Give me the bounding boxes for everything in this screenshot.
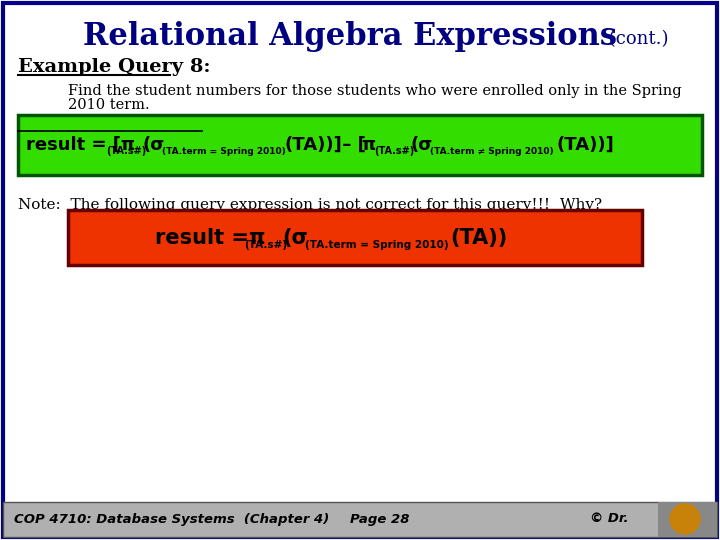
Text: Relational Algebra Expressions: Relational Algebra Expressions [83,22,617,52]
Text: 2010 term.: 2010 term. [68,98,150,112]
Text: (cont.): (cont.) [603,30,668,48]
Bar [68,210,642,265]
Text: – [: – [ [336,136,366,154]
Text: Example Query 8:: Example Query 8: [18,58,210,76]
Text: (TA))]: (TA))] [557,136,615,154]
Text: Find the student numbers for those students who were enrolled only in the Spring: Find the student numbers for those stude… [68,84,682,98]
Text: result = [π: result = [π [26,136,135,154]
Text: (TA.term = Spring 2010): (TA.term = Spring 2010) [305,240,449,250]
Text: COP 4710: Database Systems  (Chapter 4): COP 4710: Database Systems (Chapter 4) [14,512,329,525]
Text: π: π [361,136,375,154]
Text: result =π: result =π [155,228,266,248]
Text: (TA.s#): (TA.s#) [374,146,414,156]
Text: (σ: (σ [282,228,307,248]
Text: Page 28: Page 28 [350,512,410,525]
Circle shape [670,504,700,534]
Text: Complete Query Expression:: Complete Query Expression: [18,117,240,131]
Text: (TA.term ≠ Spring 2010): (TA.term ≠ Spring 2010) [430,146,554,156]
Bar [658,502,717,537]
Text: Note:  The following query expression is not correct for this query!!!  Why?: Note: The following query expression is … [18,198,602,212]
Bar [18,115,702,175]
Bar [3,502,717,537]
Text: (σ: (σ [142,136,164,154]
Text: (TA.s#): (TA.s#) [244,240,287,250]
Text: (σ: (σ [410,136,432,154]
Text: (TA.s#): (TA.s#) [106,146,146,156]
Text: © Dr.: © Dr. [590,512,629,525]
Text: (TA.term = Spring 2010): (TA.term = Spring 2010) [162,146,286,156]
Text: (TA))]: (TA))] [284,136,342,154]
Text: (TA)): (TA)) [450,228,508,248]
